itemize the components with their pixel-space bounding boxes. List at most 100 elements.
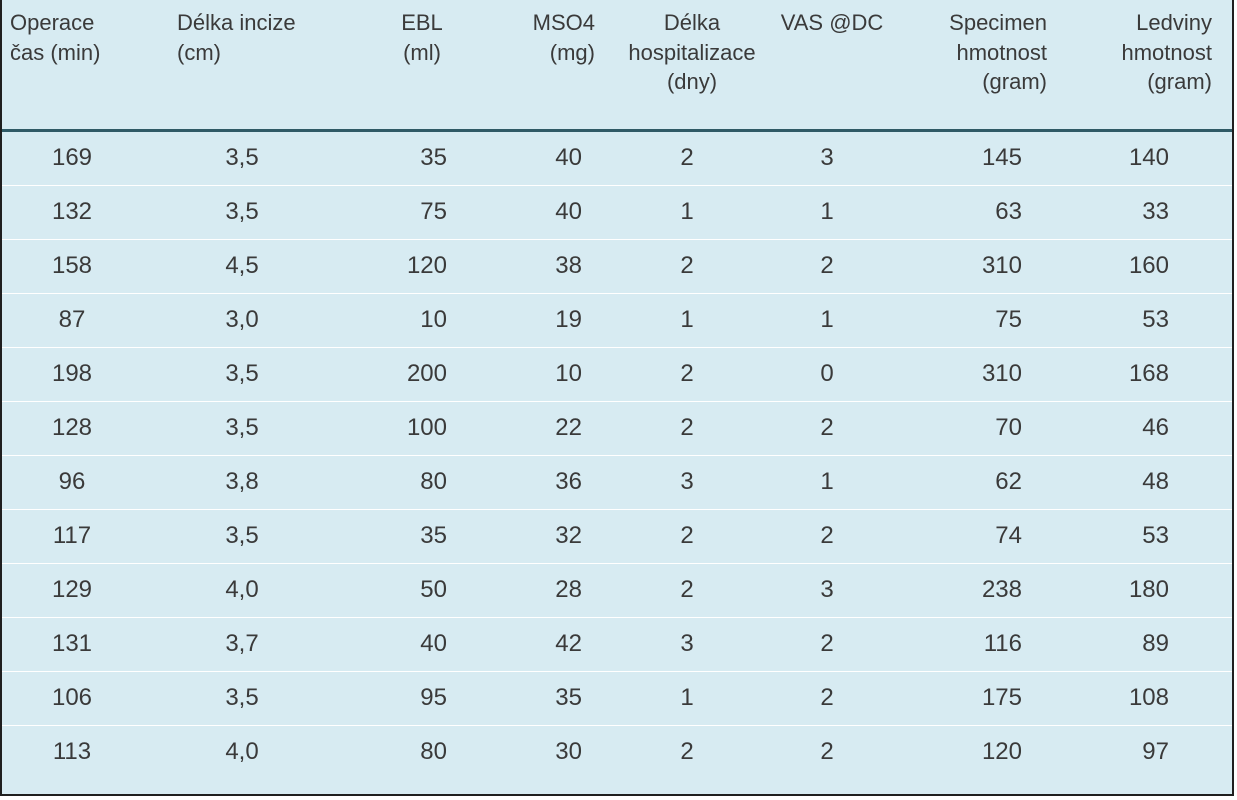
- table-row: 131 3,7 40 42 3 2 116 89: [2, 618, 1232, 672]
- header-delka-incize: Délka incize (cm): [177, 10, 296, 65]
- header-operace-cas: Operace čas (min): [10, 10, 101, 65]
- cell-operace-cas: 198: [51, 360, 93, 387]
- cell-specimen-hmotnost: 63: [995, 198, 1022, 225]
- cell-vas-dc: 2: [820, 252, 834, 279]
- cell-operace-cas: 158: [51, 252, 93, 279]
- header-specimen-hmotnost: Specimen hmotnost (gram): [949, 10, 1047, 94]
- cell-specimen-hmotnost: 62: [995, 468, 1022, 495]
- cell-delka-incize: 3,0: [225, 306, 259, 333]
- cell-ledviny-hmotnost: 53: [1142, 306, 1169, 333]
- cell-specimen-hmotnost: 175: [981, 684, 1022, 711]
- cell-ledviny-hmotnost: 53: [1142, 522, 1169, 549]
- cell-vas-dc: 2: [820, 684, 834, 711]
- cell-vas-dc: 3: [820, 576, 834, 603]
- table-header: Operace čas (min) Délka incize (cm) EBL …: [2, 0, 1232, 132]
- cell-delka-hospitalizace: 2: [680, 576, 694, 603]
- table-row: 113 4,0 80 30 2 2 120 97: [2, 726, 1232, 780]
- cell-delka-hospitalizace: 2: [680, 522, 694, 549]
- cell-operace-cas: 129: [51, 576, 93, 603]
- cell-operace-cas: 87: [58, 306, 86, 333]
- cell-vas-dc: 1: [820, 306, 834, 333]
- cell-specimen-hmotnost: 120: [981, 738, 1022, 765]
- cell-ledviny-hmotnost: 180: [1128, 576, 1169, 603]
- cell-ebl: 80: [420, 738, 447, 765]
- cell-vas-dc: 2: [820, 630, 834, 657]
- table-row: 169 3,5 35 40 2 3 145 140: [2, 132, 1232, 186]
- header-vas-dc: VAS @DC: [780, 10, 884, 35]
- cell-delka-incize: 4,0: [225, 738, 259, 765]
- cell-ledviny-hmotnost: 160: [1128, 252, 1169, 279]
- cell-delka-incize: 3,8: [225, 468, 259, 495]
- cell-ebl: 10: [420, 306, 447, 333]
- cell-delka-incize: 3,7: [225, 630, 259, 657]
- cell-mso4: 42: [555, 630, 582, 657]
- cell-ledviny-hmotnost: 89: [1142, 630, 1169, 657]
- cell-operace-cas: 117: [52, 522, 92, 549]
- cell-mso4: 32: [555, 522, 582, 549]
- cell-vas-dc: 2: [820, 414, 834, 441]
- cell-delka-hospitalizace: 2: [680, 144, 694, 171]
- cell-mso4: 36: [555, 468, 582, 495]
- table-row: 128 3,5 100 22 2 2 70 46: [2, 402, 1232, 456]
- header-ledviny-hmotnost: Ledviny hmotnost (gram): [1121, 10, 1213, 94]
- table-row: 106 3,5 95 35 1 2 175 108: [2, 672, 1232, 726]
- cell-delka-incize: 3,5: [225, 522, 259, 549]
- cell-ledviny-hmotnost: 168: [1128, 360, 1169, 387]
- header-ebl: EBL (ml): [401, 10, 443, 65]
- cell-specimen-hmotnost: 238: [981, 576, 1022, 603]
- cell-specimen-hmotnost: 145: [981, 144, 1022, 171]
- table-row: 129 4,0 50 28 2 3 238 180: [2, 564, 1232, 618]
- cell-ebl: 50: [420, 576, 447, 603]
- cell-operace-cas: 113: [52, 738, 92, 765]
- table-row: 96 3,8 80 36 3 1 62 48: [2, 456, 1232, 510]
- cell-specimen-hmotnost: 74: [995, 522, 1022, 549]
- table-row: 87 3,0 10 19 1 1 75 53: [2, 294, 1232, 348]
- cell-ledviny-hmotnost: 33: [1142, 198, 1169, 225]
- cell-ebl: 35: [420, 144, 447, 171]
- cell-delka-incize: 3,5: [225, 414, 259, 441]
- cell-ebl: 40: [420, 630, 447, 657]
- cell-vas-dc: 2: [820, 522, 834, 549]
- cell-specimen-hmotnost: 75: [995, 306, 1022, 333]
- cell-mso4: 10: [555, 360, 582, 387]
- cell-ledviny-hmotnost: 48: [1142, 468, 1169, 495]
- table-body: 169 3,5 35 40 2 3 145 140 132 3,5 75 40 1 1 63 33 158 4,5…: [2, 132, 1232, 780]
- cell-ebl: 100: [406, 414, 447, 441]
- cell-delka-hospitalizace: 2: [680, 252, 694, 279]
- cell-mso4: 40: [555, 198, 582, 225]
- cell-delka-hospitalizace: 3: [680, 630, 694, 657]
- cell-operace-cas: 169: [51, 144, 93, 171]
- cell-ebl: 95: [420, 684, 447, 711]
- cell-operace-cas: 128: [51, 414, 93, 441]
- cell-ledviny-hmotnost: 140: [1128, 144, 1169, 171]
- cell-delka-incize: 3,5: [225, 360, 259, 387]
- cell-mso4: 35: [555, 684, 582, 711]
- cell-mso4: 38: [555, 252, 582, 279]
- cell-delka-hospitalizace: 3: [680, 468, 694, 495]
- cell-ledviny-hmotnost: 46: [1142, 414, 1169, 441]
- cell-specimen-hmotnost: 116: [983, 630, 1022, 657]
- cell-operace-cas: 96: [58, 468, 86, 495]
- cell-operace-cas: 106: [51, 684, 93, 711]
- cell-operace-cas: 131: [51, 630, 93, 657]
- cell-vas-dc: 1: [820, 468, 834, 495]
- cell-ledviny-hmotnost: 97: [1142, 738, 1169, 765]
- table-row: 198 3,5 200 10 2 0 310 168: [2, 348, 1232, 402]
- cell-mso4: 19: [555, 306, 582, 333]
- table-row: 158 4,5 120 38 2 2 310 160: [2, 240, 1232, 294]
- cell-ebl: 80: [420, 468, 447, 495]
- cell-delka-hospitalizace: 1: [680, 198, 694, 225]
- cell-specimen-hmotnost: 310: [981, 360, 1022, 387]
- cell-delka-incize: 4,5: [225, 252, 259, 279]
- cell-operace-cas: 132: [51, 198, 93, 225]
- cell-mso4: 30: [555, 738, 582, 765]
- header-mso4: MSO4 (mg): [532, 10, 595, 65]
- cell-delka-hospitalizace: 2: [680, 738, 694, 765]
- cell-mso4: 28: [555, 576, 582, 603]
- cell-delka-incize: 3,5: [225, 198, 259, 225]
- cell-mso4: 22: [555, 414, 582, 441]
- cell-delka-incize: 3,5: [225, 144, 259, 171]
- cell-delka-incize: 3,5: [225, 684, 259, 711]
- cell-ebl: 75: [420, 198, 447, 225]
